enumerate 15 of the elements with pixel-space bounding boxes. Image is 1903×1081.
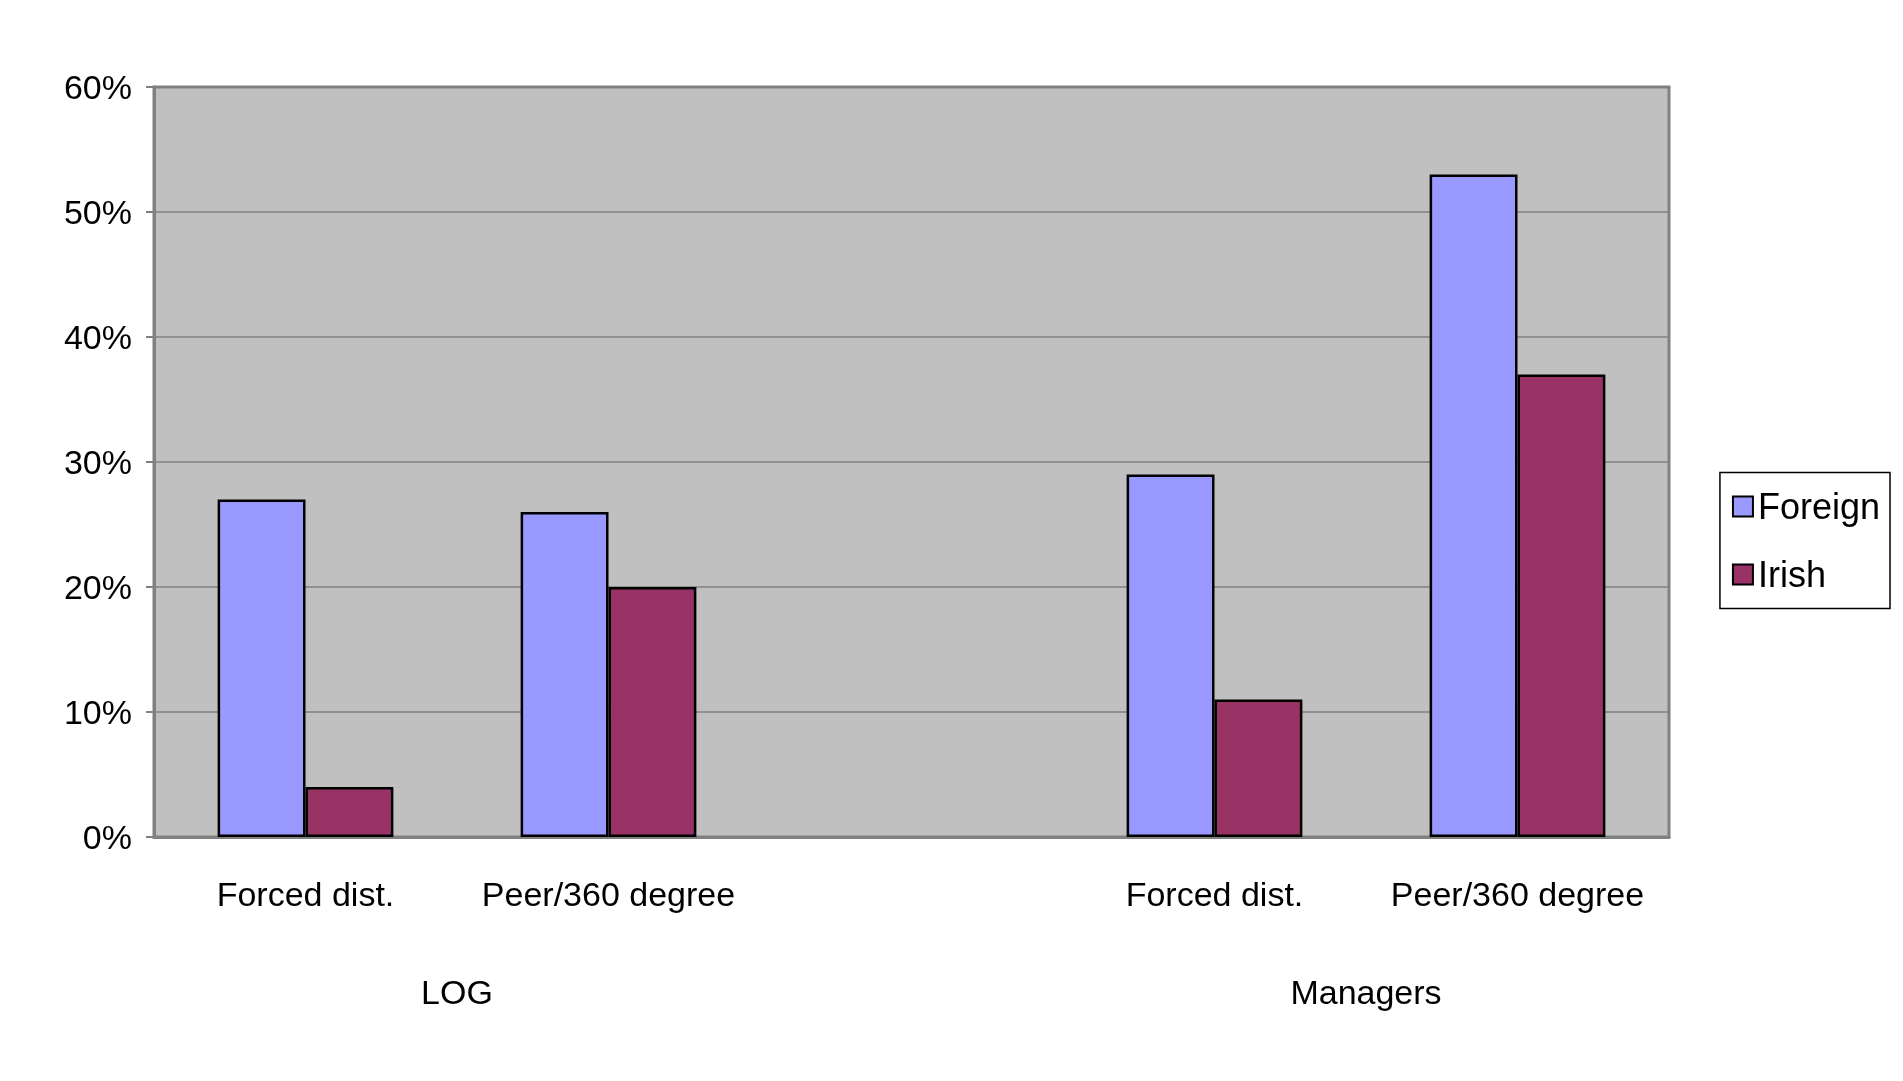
y-tick-label: 10% [63,693,132,731]
x-tick-label: Peer/360 degree [481,875,736,913]
legend-label: Irish [1757,554,1826,595]
y-tick-label: 30% [63,443,132,481]
text: LOG [421,973,493,1011]
y-tick-label: 60% [63,68,132,106]
y-tick-label: 20% [63,568,132,606]
y-tick-label: 50% [63,193,132,231]
x-tick-label: Forced dist. [216,875,395,913]
text: Managers [1290,973,1442,1011]
x-tick-label: Peer/360 degree [1390,875,1645,913]
y-tick-label: 0% [82,818,132,856]
y-tick-label: 40% [63,318,132,356]
x-tick-label: Forced dist. [1125,875,1304,913]
legend-label: Foreign [1757,486,1880,527]
